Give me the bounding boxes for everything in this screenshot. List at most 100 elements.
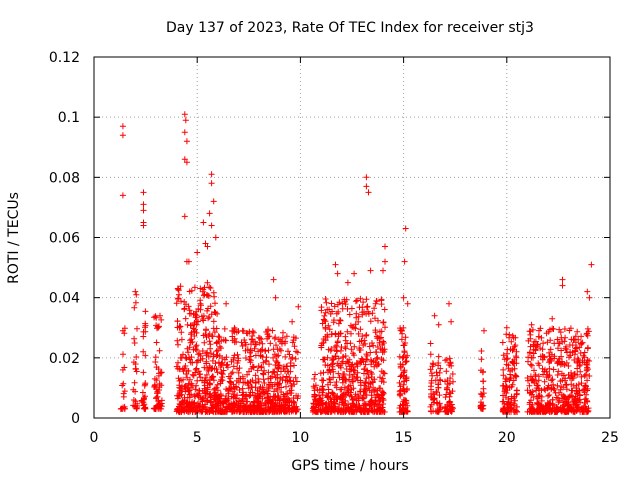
data-point [429, 360, 436, 367]
data-point [401, 408, 408, 415]
data-point [186, 288, 193, 295]
data-point [186, 310, 193, 317]
data-point [213, 339, 220, 346]
data-point [479, 403, 486, 410]
axis-ticks: 0 5 10 15 20 25 0 0.02 0.04 0.06 0.08 0.1 0.12 [49, 50, 619, 446]
data-point [399, 354, 406, 361]
data-point [334, 348, 340, 355]
data-point [205, 305, 211, 312]
data-point [288, 355, 295, 362]
data-point [142, 308, 149, 315]
data-point [204, 243, 211, 250]
data-point [346, 311, 353, 318]
data-point [132, 388, 139, 395]
data-point [446, 300, 452, 307]
data-point [404, 352, 411, 359]
data-point [396, 391, 403, 398]
data-point [332, 400, 339, 407]
data-point [362, 379, 369, 385]
data-point [141, 382, 148, 389]
data-point [326, 326, 333, 333]
data-point [257, 347, 264, 354]
data-point [158, 405, 165, 412]
data-point [130, 359, 137, 366]
data-point [431, 312, 438, 319]
data-point [331, 303, 338, 310]
data-point [229, 408, 236, 415]
data-point [573, 400, 580, 406]
data-points [117, 111, 595, 415]
data-point [368, 397, 375, 404]
data-point [121, 388, 128, 395]
data-point [153, 364, 160, 371]
data-point [198, 396, 205, 403]
data-point [156, 401, 163, 408]
data-point [182, 388, 189, 395]
data-point [322, 309, 329, 316]
data-point [183, 355, 190, 362]
data-point [344, 328, 351, 335]
data-point [448, 318, 455, 325]
data-point [350, 324, 357, 331]
data-point [182, 315, 189, 322]
data-point [540, 371, 546, 378]
data-point [566, 354, 572, 361]
data-point [376, 328, 383, 335]
data-point [337, 394, 344, 401]
data-point [398, 327, 405, 334]
data-point [444, 384, 451, 391]
data-point [188, 336, 195, 343]
chart-title: Day 137 of 2023, Rate Of TEC Index for r… [166, 20, 534, 36]
data-point [526, 382, 533, 389]
data-point [380, 319, 387, 326]
data-point [510, 395, 517, 402]
data-point [200, 292, 207, 299]
data-point [269, 327, 276, 334]
data-point [538, 334, 545, 341]
data-point [323, 299, 330, 306]
x-tick-label: 20 [498, 430, 516, 446]
data-point [203, 371, 210, 378]
data-point [193, 312, 200, 319]
data-point [284, 368, 291, 375]
data-point [563, 359, 570, 366]
data-point [131, 340, 138, 346]
data-point [279, 334, 286, 341]
data-point [181, 383, 188, 390]
data-point [363, 296, 370, 303]
data-point [325, 393, 331, 400]
data-point [542, 387, 549, 394]
data-point [277, 375, 284, 382]
data-point [378, 391, 385, 398]
data-point [207, 376, 214, 383]
data-point [250, 407, 257, 414]
data-point [500, 372, 507, 379]
data-point [247, 353, 254, 360]
data-point [332, 353, 339, 360]
data-point [210, 401, 217, 408]
data-point [215, 347, 221, 354]
data-point [208, 180, 215, 187]
data-point [217, 364, 224, 370]
data-point [478, 367, 484, 374]
data-point [379, 396, 386, 403]
data-point [284, 395, 290, 402]
data-point [572, 333, 579, 340]
data-point [190, 325, 197, 332]
data-point [255, 375, 262, 382]
data-point [510, 334, 517, 341]
data-point [293, 378, 300, 385]
data-point [293, 348, 300, 355]
data-point [173, 363, 180, 370]
data-point [328, 331, 335, 338]
data-point [374, 344, 381, 350]
data-point [250, 364, 257, 371]
data-point [215, 405, 222, 412]
data-point [267, 340, 274, 347]
data-point [554, 336, 561, 343]
data-point [512, 397, 518, 404]
data-point [364, 367, 371, 374]
data-point [220, 367, 227, 374]
data-point [431, 396, 438, 402]
data-point [401, 348, 408, 355]
